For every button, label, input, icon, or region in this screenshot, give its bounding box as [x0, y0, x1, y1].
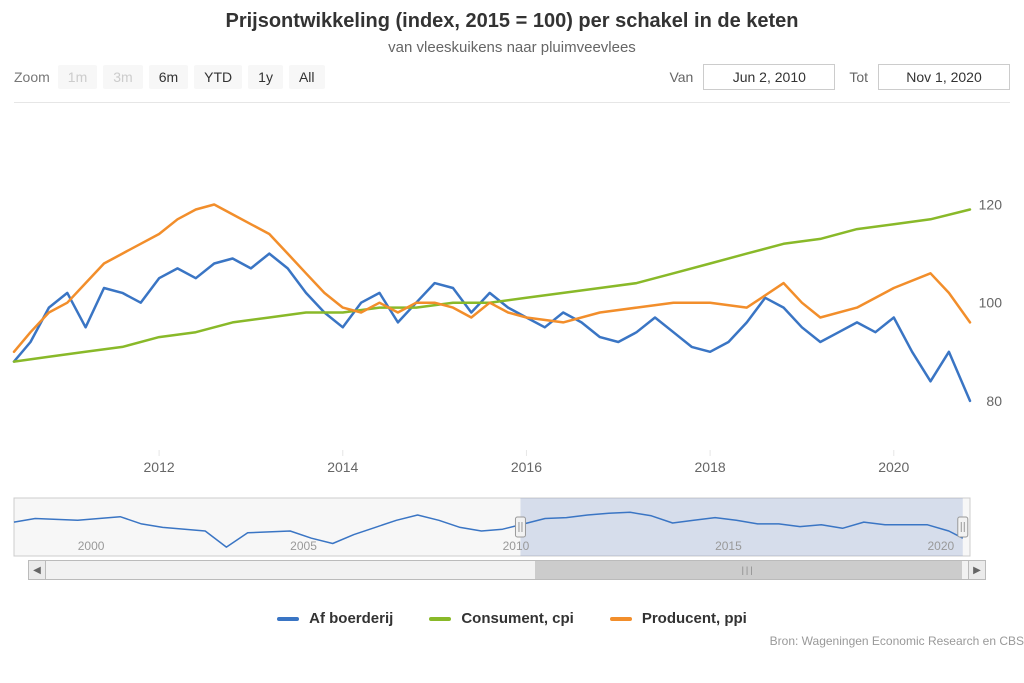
credits-label: Bron: Wageningen Economic Research en CB…	[0, 626, 1024, 648]
scrollbar-track[interactable]: |||	[46, 561, 968, 579]
legend-swatch	[429, 617, 451, 621]
legend-label: Consument, cpi	[461, 610, 574, 627]
svg-text:2005: 2005	[290, 539, 317, 553]
legend-swatch	[277, 617, 299, 621]
legend-label: Af boerderij	[309, 610, 393, 627]
navigator-chart[interactable]: 2000 2005 2010 2015 2020	[0, 10, 1024, 570]
legend-label: Producent, ppi	[642, 610, 747, 627]
svg-text:2015: 2015	[715, 539, 742, 553]
scrollbar-thumb[interactable]: |||	[535, 561, 962, 579]
scrollbar-right-arrow-icon[interactable]: ▶	[968, 561, 985, 579]
legend-item-producent[interactable]: Producent, ppi	[610, 610, 747, 627]
svg-text:2020: 2020	[928, 539, 955, 553]
navigator-scrollbar[interactable]: ◀ ||| ▶	[28, 560, 986, 580]
legend-item-af-boerderij[interactable]: Af boerderij	[277, 610, 393, 627]
legend-swatch	[610, 617, 632, 621]
svg-text:2010: 2010	[503, 539, 530, 553]
legend-item-consument[interactable]: Consument, cpi	[429, 610, 574, 627]
svg-text:2000: 2000	[78, 539, 105, 553]
scrollbar-left-arrow-icon[interactable]: ◀	[29, 561, 46, 579]
legend: Af boerderij Consument, cpi Producent, p…	[0, 610, 1024, 627]
